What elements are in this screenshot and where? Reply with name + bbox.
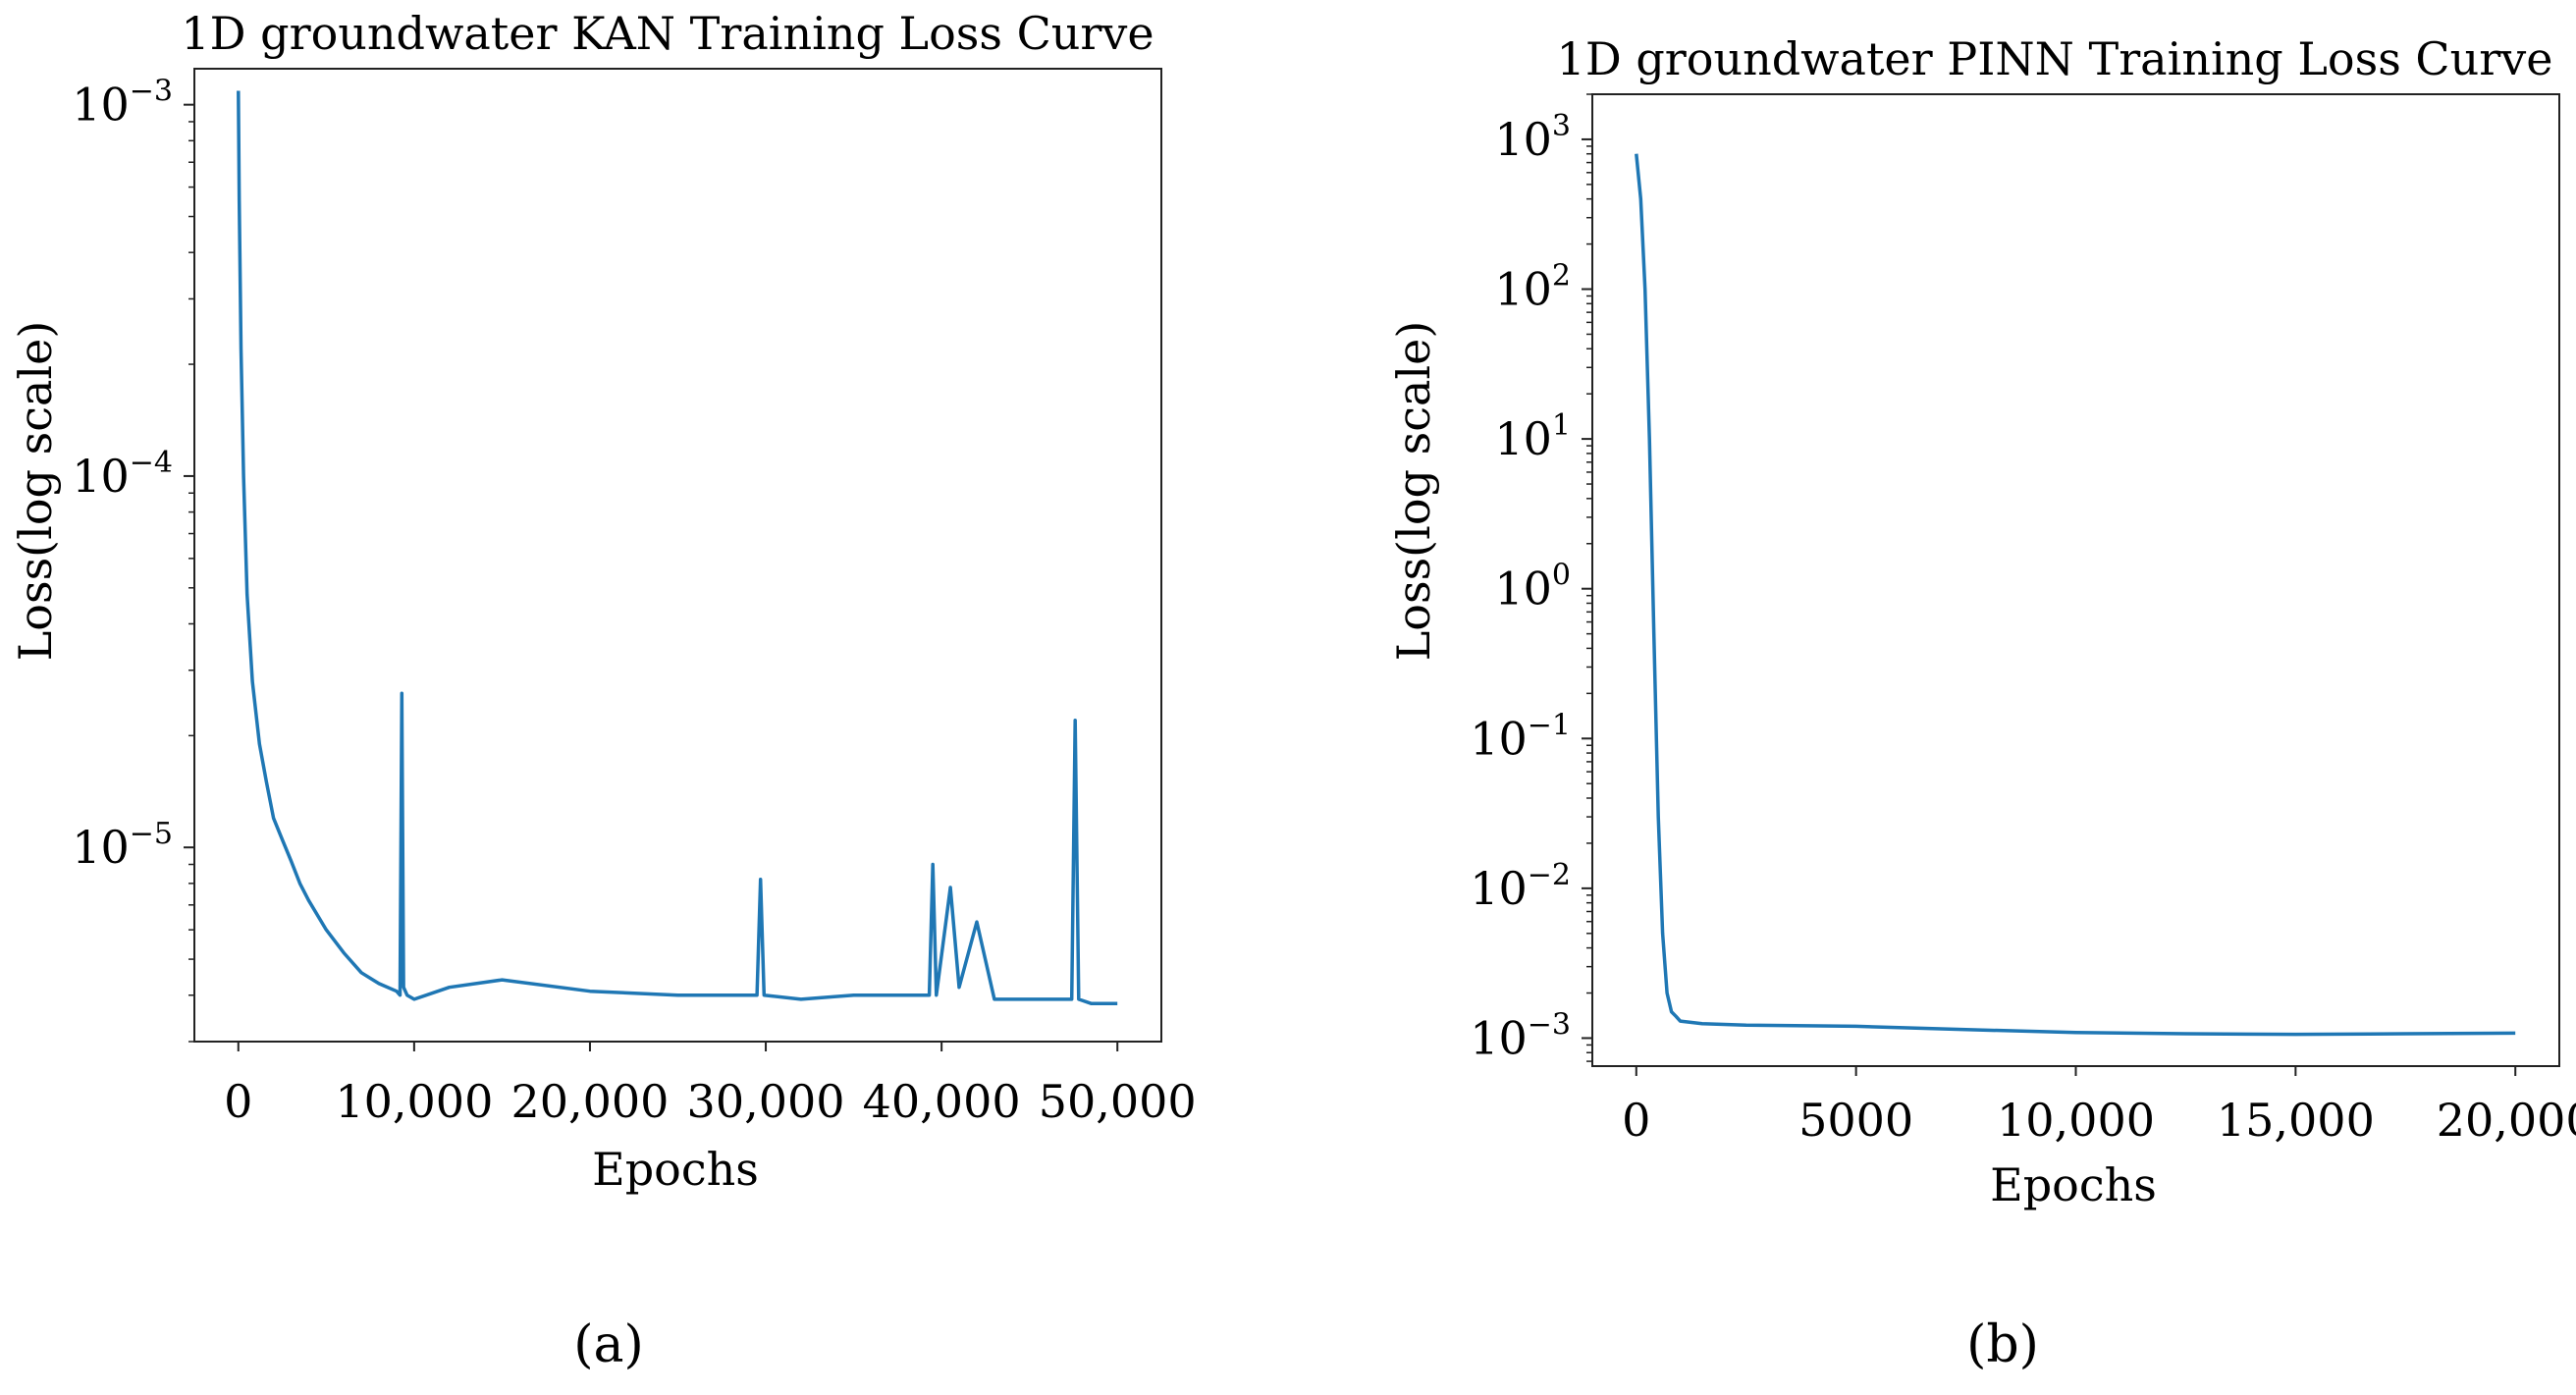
panel-label-b: (b) — [1966, 1315, 2039, 1374]
y-axis-ticks-a: 10−3 10−4 10−5 — [72, 75, 194, 1043]
x-axis-label-a: Epochs — [592, 1143, 759, 1196]
x-axis-ticks-b: 0 5000 10,000 15,000 20,000 — [1622, 1066, 2576, 1147]
y-tick-label: 10−3 — [72, 75, 173, 132]
y-tick-label: 103 — [1494, 109, 1571, 166]
plot-frame-a — [193, 68, 1162, 1043]
x-tick-label: 5000 — [1798, 1094, 1913, 1147]
x-tick-label: 15,000 — [2217, 1094, 2375, 1147]
x-axis-label-b: Epochs — [1990, 1158, 2157, 1211]
y-axis-label-b: Loss(log scale) — [1387, 321, 1440, 662]
panel-label-a: (a) — [573, 1315, 644, 1374]
chart-title-b: 1D groundwater PINN Training Loss Curve — [1557, 32, 2553, 85]
y-axis-label-a: Loss(log scale) — [9, 321, 62, 662]
panel-b-pinn-chart: 1D groundwater PINN Training Loss Curve … — [1387, 32, 2576, 1374]
y-tick-label: 10−4 — [72, 446, 173, 503]
loss-line-b — [1635, 153, 2516, 1037]
x-tick-label: 30,000 — [687, 1075, 845, 1128]
x-tick-label: 20,000 — [510, 1075, 669, 1128]
x-tick-label: 50,000 — [1039, 1075, 1197, 1128]
y-tick-label: 10−1 — [1470, 708, 1571, 765]
y-tick-label: 100 — [1494, 559, 1571, 616]
y-axis-ticks-b: 103 102 101 100 10−1 10−2 10−3 — [1470, 93, 1592, 1064]
x-tick-label: 0 — [224, 1075, 252, 1128]
y-tick-label: 10−2 — [1470, 858, 1571, 915]
x-tick-label: 10,000 — [335, 1075, 493, 1128]
x-tick-label: 10,000 — [1997, 1094, 2155, 1147]
x-tick-label: 40,000 — [863, 1075, 1021, 1128]
plot-frame-b — [1591, 93, 2560, 1067]
x-tick-label: 0 — [1622, 1094, 1650, 1147]
x-axis-ticks-a: 0 10,000 20,000 30,000 40,000 50,000 — [224, 1042, 1197, 1128]
panel-a-kan-chart: 1D groundwater KAN Training Loss Curve 0… — [9, 7, 1197, 1374]
chart-title-a: 1D groundwater KAN Training Loss Curve — [181, 7, 1154, 60]
loss-line-a — [237, 90, 1118, 1005]
y-tick-label: 101 — [1494, 408, 1571, 465]
y-tick-label: 10−5 — [72, 817, 173, 874]
x-tick-label: 20,000 — [2437, 1094, 2576, 1147]
y-tick-label: 10−3 — [1470, 1007, 1571, 1064]
y-tick-label: 102 — [1494, 259, 1571, 316]
